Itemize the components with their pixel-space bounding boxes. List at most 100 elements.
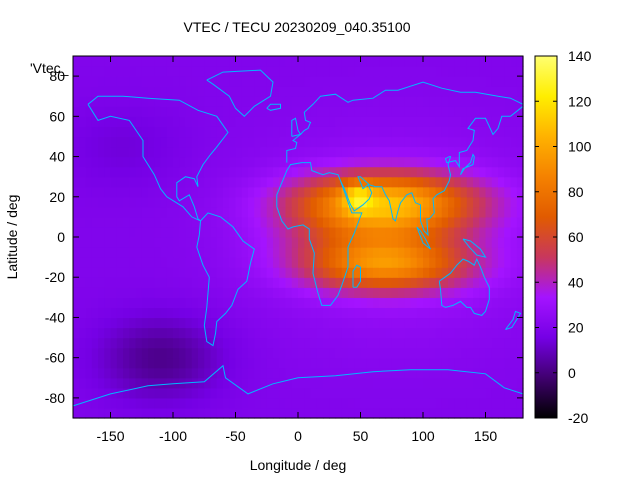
heatmap-cell xyxy=(104,166,112,178)
heatmap-cell xyxy=(460,257,468,268)
heatmap-cell xyxy=(179,237,187,248)
heatmap-cell xyxy=(123,397,130,409)
heatmap-cell xyxy=(348,307,355,319)
heatmap-cell xyxy=(141,196,149,208)
heatmap-cell xyxy=(504,146,512,158)
heatmap-cell xyxy=(191,86,199,97)
heatmap-cell xyxy=(285,116,293,127)
x-tick-label: -150 xyxy=(96,428,124,444)
heatmap-cell xyxy=(354,106,362,117)
heatmap-cell xyxy=(448,226,455,238)
heatmap-cell xyxy=(198,247,205,258)
heatmap-cell xyxy=(223,186,230,198)
heatmap-cell xyxy=(323,347,330,359)
heatmap-cell xyxy=(498,206,505,218)
heatmap-cell xyxy=(329,96,337,107)
heatmap-cell xyxy=(348,56,355,67)
heatmap-cell xyxy=(110,116,118,127)
heatmap-cell xyxy=(79,66,87,77)
heatmap-cell xyxy=(360,287,368,298)
heatmap-cell xyxy=(485,76,493,87)
heatmap-cell xyxy=(460,126,468,138)
heatmap-cell xyxy=(198,56,205,67)
heatmap-cell xyxy=(510,267,518,278)
heatmap-cell xyxy=(198,126,205,138)
heatmap-cell xyxy=(391,247,399,258)
heatmap-cell xyxy=(185,126,193,138)
heatmap-cell xyxy=(166,226,174,238)
heatmap-cell xyxy=(154,367,162,379)
heatmap-cell xyxy=(498,156,505,168)
heatmap-cell xyxy=(98,297,105,308)
heatmap-cell xyxy=(273,367,280,379)
heatmap-cell xyxy=(316,297,324,308)
heatmap-cell xyxy=(173,407,180,419)
heatmap-cell xyxy=(241,337,249,349)
heatmap-cell xyxy=(423,367,430,379)
heatmap-cell xyxy=(398,166,405,178)
heatmap-cell xyxy=(516,347,524,359)
heatmap-cell xyxy=(329,136,337,148)
heatmap-cell xyxy=(266,216,274,228)
heatmap-cell xyxy=(279,297,287,308)
heatmap-cell xyxy=(166,267,174,278)
heatmap-cell xyxy=(260,307,268,319)
heatmap-cell xyxy=(160,237,168,248)
heatmap-cell xyxy=(516,377,524,389)
heatmap-cell xyxy=(204,267,212,278)
heatmap-cell xyxy=(410,196,418,208)
heatmap-cell xyxy=(191,247,199,258)
heatmap-cell xyxy=(91,196,99,208)
heatmap-cell xyxy=(185,136,193,148)
heatmap-cell xyxy=(310,226,318,238)
heatmap-cell xyxy=(398,176,405,188)
heatmap-cell xyxy=(116,146,124,158)
heatmap-cell xyxy=(123,357,130,369)
heatmap-cell xyxy=(410,267,418,278)
heatmap-cell xyxy=(191,387,199,399)
colorbar-tick-label: 120 xyxy=(568,93,592,109)
heatmap-cell xyxy=(404,377,412,389)
heatmap-cell xyxy=(185,327,193,339)
heatmap-cell xyxy=(385,367,393,379)
heatmap-cell xyxy=(285,307,293,319)
heatmap-cell xyxy=(304,56,312,67)
heatmap-cell xyxy=(179,216,187,228)
heatmap-cell xyxy=(148,186,155,198)
heatmap-cell xyxy=(354,96,362,107)
heatmap-cell xyxy=(391,116,399,127)
heatmap-cell xyxy=(516,86,524,97)
heatmap-cell xyxy=(116,176,124,188)
heatmap-cell xyxy=(323,176,330,188)
heatmap-cell xyxy=(98,86,105,97)
heatmap-cell xyxy=(179,407,187,419)
heatmap-cell xyxy=(160,206,168,218)
heatmap-cell xyxy=(410,86,418,97)
heatmap-cell xyxy=(223,247,230,258)
heatmap-cell xyxy=(304,186,312,198)
heatmap-cell xyxy=(348,106,355,117)
heatmap-cell xyxy=(516,76,524,87)
heatmap-cell xyxy=(141,206,149,218)
heatmap-cell xyxy=(254,56,262,67)
heatmap-cell xyxy=(116,206,124,218)
heatmap-cell xyxy=(191,56,199,67)
heatmap-cell xyxy=(123,86,130,97)
heatmap-cell xyxy=(404,136,412,148)
heatmap-cell xyxy=(79,106,87,117)
heatmap-cell xyxy=(435,407,443,419)
coastline-overlay xyxy=(72,69,524,407)
heatmap-cell xyxy=(304,347,312,359)
heatmap-cell xyxy=(498,307,505,319)
heatmap-cell xyxy=(260,186,268,198)
heatmap-cell xyxy=(304,307,312,319)
heatmap-cell xyxy=(473,96,480,107)
heatmap-cell xyxy=(398,407,405,419)
heatmap-cell xyxy=(435,307,443,319)
heatmap-cell xyxy=(360,86,368,97)
heatmap-cell xyxy=(423,136,430,148)
heatmap-cell xyxy=(460,166,468,178)
heatmap-cell xyxy=(248,86,255,97)
heatmap-cell xyxy=(485,237,493,248)
heatmap-cell xyxy=(485,297,493,308)
